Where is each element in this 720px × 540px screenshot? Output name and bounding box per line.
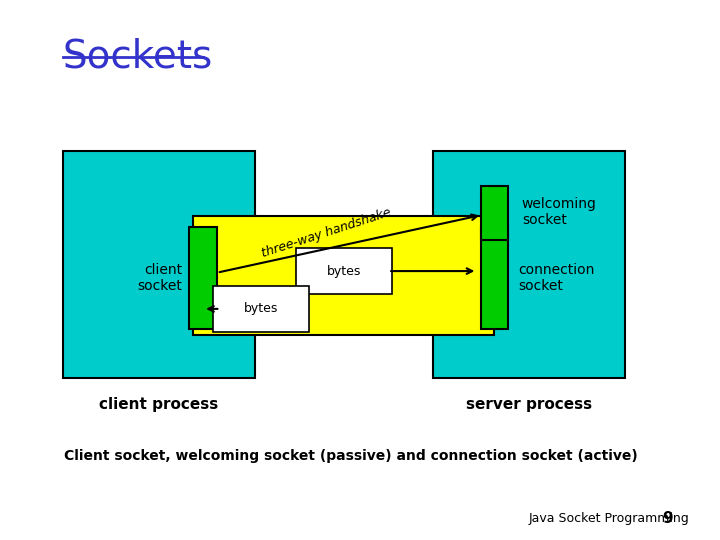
Text: client
socket: client socket (138, 263, 183, 293)
FancyBboxPatch shape (433, 151, 625, 378)
Text: client process: client process (99, 397, 218, 412)
FancyBboxPatch shape (189, 227, 217, 329)
Text: 9: 9 (662, 511, 672, 526)
Text: Sockets: Sockets (63, 38, 213, 76)
FancyBboxPatch shape (481, 186, 508, 240)
Text: bytes: bytes (244, 302, 279, 315)
FancyBboxPatch shape (296, 248, 392, 294)
Text: three-way handshake: three-way handshake (260, 206, 393, 260)
FancyBboxPatch shape (63, 151, 255, 378)
FancyBboxPatch shape (481, 227, 508, 329)
Text: Client socket, welcoming socket (passive) and connection socket (active): Client socket, welcoming socket (passive… (63, 449, 637, 463)
FancyBboxPatch shape (213, 286, 310, 332)
Text: bytes: bytes (326, 265, 361, 278)
FancyBboxPatch shape (193, 216, 495, 335)
Text: server process: server process (466, 397, 592, 412)
Text: connection
socket: connection socket (518, 263, 595, 293)
Text: Java Socket Programming: Java Socket Programming (528, 512, 690, 525)
Text: welcoming
socket: welcoming socket (522, 197, 597, 227)
